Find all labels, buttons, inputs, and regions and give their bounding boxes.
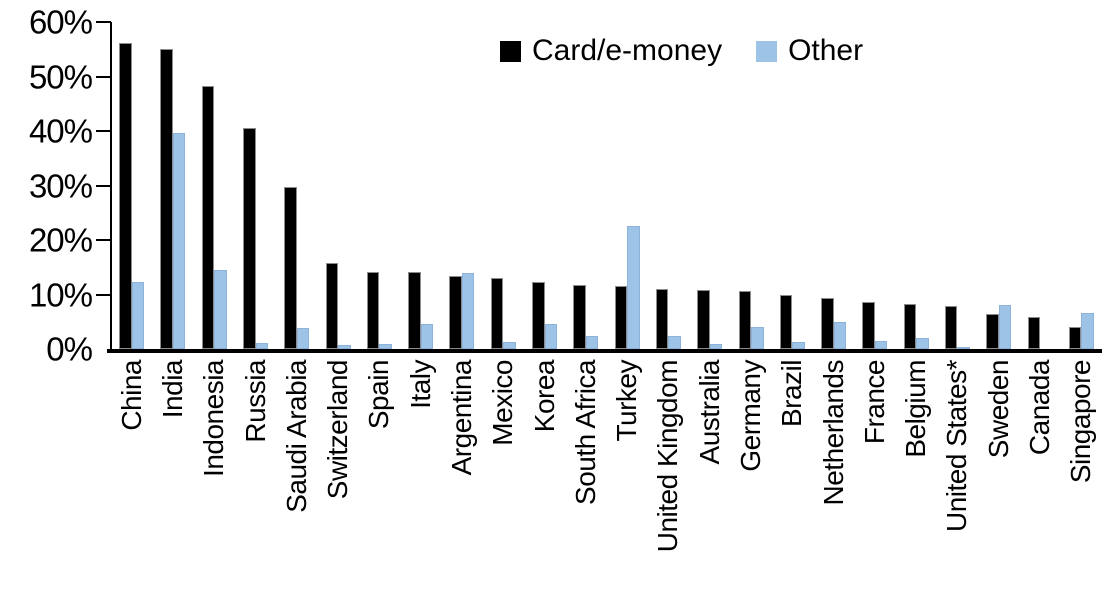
y-axis-tick-label: 10% (28, 276, 93, 313)
bar-other-netherlands (833, 321, 847, 349)
y-axis-tick-label: 50% (28, 58, 93, 95)
bar-card-e-money-italy (408, 272, 421, 349)
x-axis-label-belgium: Belgium (900, 360, 932, 458)
x-axis-label-united-states-: United States* (941, 360, 973, 532)
legend-label-other: Other (788, 34, 864, 67)
bar-card-e-money-brazil (779, 294, 793, 349)
bar-card-e-money-argentina (449, 275, 462, 349)
bar-other-united-kingdom (668, 335, 681, 349)
x-axis-label-argentina: Argentina (445, 360, 477, 476)
bar-other-argentina (461, 273, 475, 349)
x-axis-label-singapore: Singapore (1065, 360, 1097, 484)
x-axis-label-france: France (858, 360, 890, 445)
x-axis-label-korea: Korea (528, 360, 560, 433)
bar-card-e-money-korea (532, 281, 545, 349)
bar-card-e-money-india (160, 49, 173, 349)
x-axis-label-mexico: Mexico (487, 360, 519, 446)
card-emoney-swatch-icon (500, 40, 521, 62)
y-axis-tick-label: 20% (28, 221, 93, 259)
bar-card-e-money-mexico (490, 278, 504, 349)
bar-other-turkey (627, 226, 640, 349)
bar-card-e-money-belgium (903, 304, 917, 349)
bar-other-australia (709, 343, 723, 349)
bar-other-china (131, 281, 145, 349)
x-axis-label-turkey: Turkey (611, 360, 643, 442)
y-axis-tick-label: 60% (28, 3, 93, 41)
y-axis-tick (96, 293, 111, 296)
bar-card-e-money-south-africa (573, 284, 586, 349)
y-axis-tick (96, 75, 111, 78)
bar-other-belgium (916, 337, 929, 349)
legend-item-other: Other (756, 36, 863, 66)
bar-other-south-africa (585, 335, 599, 349)
bar-other-united-states- (957, 347, 970, 350)
bar-card-e-money-switzerland (325, 263, 339, 349)
x-axis-label-australia: Australia (693, 360, 725, 465)
x-axis-label-italy: Italy (404, 360, 436, 409)
y-axis-tick-label: 0% (46, 330, 93, 368)
bar-other-indonesia (214, 269, 227, 349)
x-axis-label-brazil: Brazil (776, 360, 808, 428)
bar-card-e-money-saudi-arabia (284, 186, 297, 349)
y-axis-tick-label: 30% (28, 167, 93, 204)
x-axis-label-germany: Germany (735, 360, 767, 472)
bar-other-sweden (998, 305, 1012, 349)
x-axis-label-canada: Canada (1024, 360, 1056, 456)
x-axis-label-switzerland: Switzerland (322, 360, 354, 500)
bar-card-e-money-united-states- (944, 306, 958, 349)
y-axis-tick (96, 130, 111, 132)
bar-card-e-money-china (119, 42, 132, 349)
bar-other-switzerland (338, 344, 351, 349)
bar-other-france (874, 340, 888, 349)
bar-card-e-money-netherlands (821, 298, 834, 349)
bar-other-mexico (503, 341, 516, 349)
bar-other-germany (751, 327, 764, 349)
bar-other-korea (544, 323, 558, 349)
x-axis-label-russia: Russia (239, 360, 271, 443)
x-axis-label-south-africa: South Africa (569, 360, 601, 505)
x-axis-label-united-kingdom: United Kingdom (652, 360, 684, 553)
x-axis-label-netherlands: Netherlands (817, 360, 849, 506)
bar-card-e-money-australia (697, 289, 710, 349)
legend-item-card: Card/e-money (500, 36, 722, 66)
bar-card-e-money-indonesia (201, 85, 215, 349)
y-axis-line (110, 22, 112, 351)
y-axis-tick-label: 40% (28, 112, 93, 150)
x-axis-label-sweden: Sweden (982, 360, 1014, 459)
bar-other-brazil (792, 342, 805, 349)
bar-card-e-money-spain (366, 271, 380, 349)
y-axis-tick (96, 21, 111, 23)
x-axis-label-india: India (156, 360, 188, 419)
x-axis-label-saudi-arabia: Saudi Arabia (280, 360, 312, 513)
legend: Card/e-money Other (500, 36, 863, 66)
bar-other-spain (379, 343, 392, 349)
bar-card-e-money-singapore (1068, 327, 1082, 349)
bar-card-e-money-sweden (986, 313, 999, 349)
bar-card-e-money-turkey (614, 285, 628, 349)
bar-other-italy (420, 323, 434, 349)
bar-other-singapore (1081, 313, 1094, 349)
legend-label-card: Card/e-money (532, 34, 723, 67)
x-axis-label-spain: Spain (363, 360, 395, 430)
bar-card-e-money-germany (738, 290, 752, 349)
x-axis-label-china: China (115, 360, 147, 431)
bar-other-saudi-arabia (296, 327, 310, 349)
bar-other-russia (255, 343, 269, 349)
bar-card-e-money-canada (1027, 316, 1041, 349)
x-axis-label-indonesia: Indonesia (198, 360, 230, 477)
other-swatch-icon (756, 40, 778, 62)
bar-card-e-money-united-kingdom (655, 288, 669, 349)
bar-card-e-money-russia (243, 128, 256, 349)
bar-card-e-money-france (862, 301, 875, 349)
x-axis-baseline (107, 349, 1102, 353)
y-axis-tick (96, 239, 111, 241)
bar-other-india (172, 132, 186, 349)
y-axis-tick (96, 184, 111, 187)
